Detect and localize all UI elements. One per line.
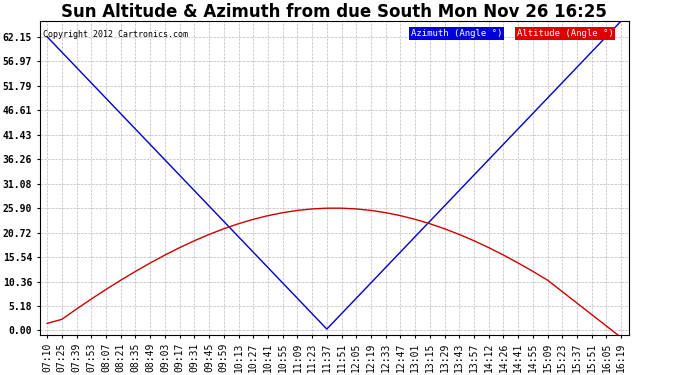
Text: Copyright 2012 Cartronics.com: Copyright 2012 Cartronics.com <box>43 30 188 39</box>
Title: Sun Altitude & Azimuth from due South Mon Nov 26 16:25: Sun Altitude & Azimuth from due South Mo… <box>61 3 607 21</box>
Text: Altitude (Angle °): Altitude (Angle °) <box>517 29 613 38</box>
Text: Azimuth (Angle °): Azimuth (Angle °) <box>411 29 502 38</box>
